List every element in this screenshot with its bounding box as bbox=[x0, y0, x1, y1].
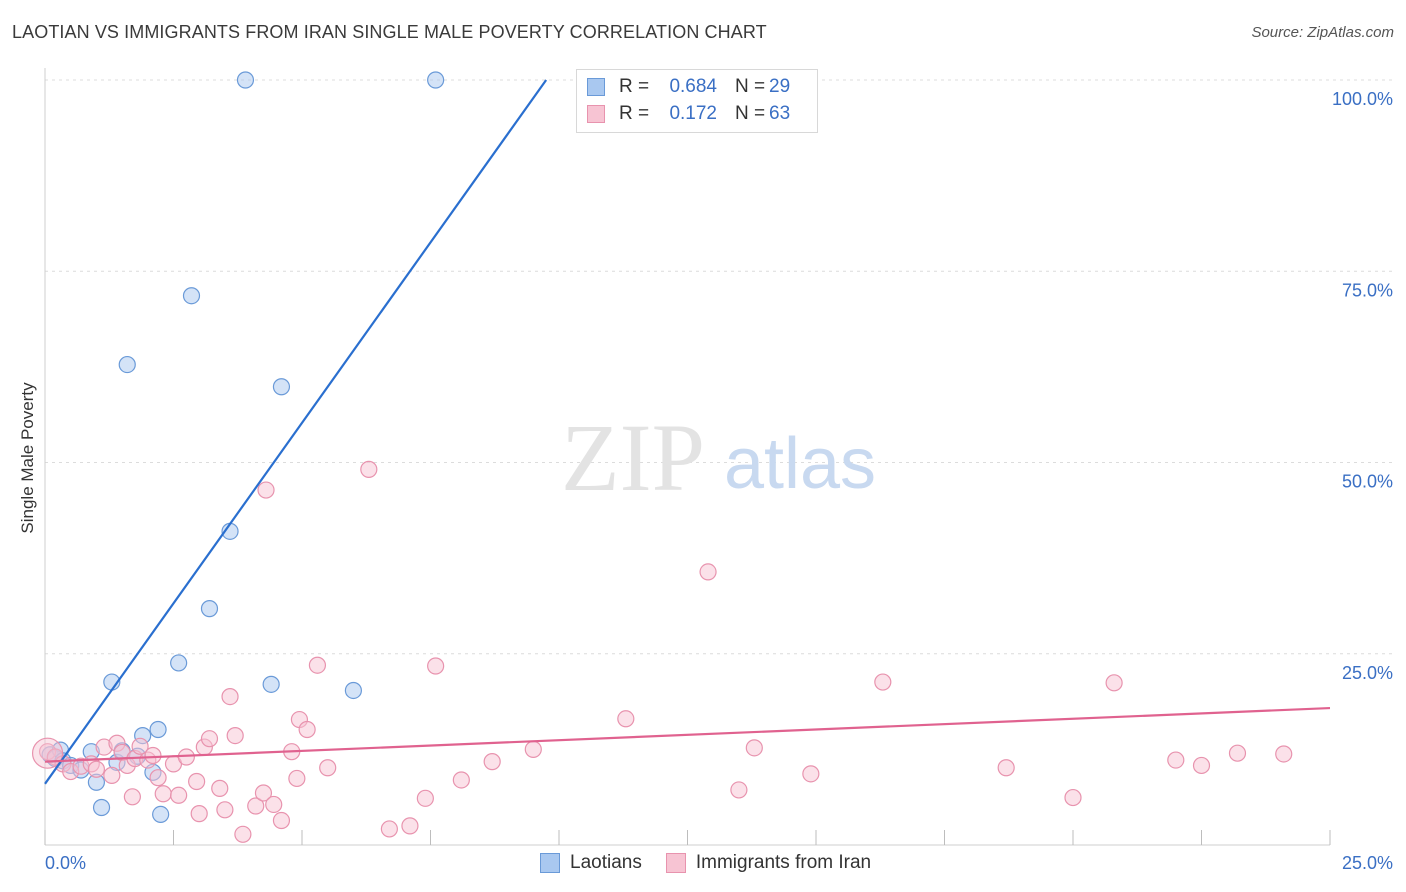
legend-n-value: 63 bbox=[769, 103, 791, 124]
iran-point bbox=[730, 781, 748, 799]
laotian-point bbox=[149, 720, 167, 739]
iran-point bbox=[188, 772, 206, 791]
grid-layer bbox=[45, 79, 1395, 655]
laotian-point bbox=[200, 600, 219, 618]
iran-point bbox=[103, 766, 121, 784]
laotian-point bbox=[344, 681, 362, 700]
iran-point bbox=[216, 801, 234, 819]
iran-point bbox=[211, 779, 229, 797]
legend-r-value: 0.684 bbox=[669, 76, 717, 97]
iran-point bbox=[319, 759, 337, 777]
trend-layer bbox=[44, 79, 1331, 785]
iran-point bbox=[247, 797, 265, 815]
chart-title: LAOTIAN VS IMMIGRANTS FROM IRAN SINGLE M… bbox=[12, 22, 767, 42]
iran-point bbox=[1167, 751, 1185, 769]
series-label-iran: Immigrants from Iran bbox=[695, 852, 872, 873]
iran-point bbox=[226, 727, 244, 745]
iran-point bbox=[401, 817, 419, 835]
legend-row-laotians: R = 0.684 N = 29 bbox=[587, 75, 790, 99]
laotian-point bbox=[152, 805, 170, 824]
iran-point bbox=[308, 656, 327, 674]
iran-point bbox=[144, 746, 162, 765]
series-legend-item-laotians[interactable]: Laotians bbox=[540, 852, 642, 874]
y-tick-label: 50.0% bbox=[1342, 472, 1393, 492]
iran-point bbox=[200, 730, 219, 748]
points-layer bbox=[31, 71, 1293, 843]
series-swatch-laotians bbox=[540, 853, 560, 873]
iran-point bbox=[1064, 788, 1082, 807]
laotian-point bbox=[170, 654, 188, 672]
iran-point bbox=[288, 769, 306, 788]
legend-swatch-laotians bbox=[587, 78, 605, 96]
iran-point bbox=[524, 740, 542, 758]
iran-point bbox=[483, 753, 501, 771]
iran-point bbox=[298, 720, 316, 739]
iran-point bbox=[745, 739, 763, 757]
legend-r-value: 0.172 bbox=[669, 103, 717, 124]
x-tick-label: 0.0% bbox=[45, 853, 86, 873]
laotian-point bbox=[262, 675, 280, 693]
y-tick-label: 25.0% bbox=[1342, 663, 1393, 683]
iran-trendline bbox=[44, 706, 1331, 763]
watermark-atlas: atlas bbox=[724, 424, 876, 504]
legend-r-label: R = bbox=[619, 76, 650, 97]
iran-point bbox=[265, 795, 283, 814]
iran-point bbox=[1192, 756, 1211, 775]
iran-point bbox=[123, 788, 141, 806]
iran-point bbox=[87, 760, 106, 778]
legend-n-label: N = bbox=[735, 76, 766, 97]
iran-point bbox=[360, 460, 378, 478]
watermark-zip: ZIP bbox=[561, 404, 705, 511]
legend-r-label: R = bbox=[619, 103, 650, 124]
iran-point bbox=[997, 759, 1015, 777]
iran-point bbox=[257, 481, 275, 499]
iran-point bbox=[1105, 674, 1123, 692]
iran-point bbox=[416, 789, 434, 807]
iran-point bbox=[427, 657, 445, 675]
y-tick-label: 100.0% bbox=[1332, 89, 1393, 109]
iran-point bbox=[1228, 744, 1247, 762]
laotian-point bbox=[427, 71, 445, 89]
legend-n-value: 29 bbox=[769, 76, 791, 97]
watermark: ZIP atlas bbox=[561, 404, 876, 511]
iran-point bbox=[452, 771, 470, 789]
iran-point bbox=[131, 737, 149, 755]
iran-point bbox=[380, 820, 398, 838]
laotian-point bbox=[92, 798, 111, 817]
axis-layer: 25.0% 50.0% 75.0% 100.0% 0.0% 25.0% bbox=[44, 68, 1393, 873]
y-tick-label: 75.0% bbox=[1342, 280, 1393, 300]
laotian-trendline bbox=[44, 79, 548, 785]
iran-point bbox=[699, 563, 717, 581]
x-tick-label: 25.0% bbox=[1342, 853, 1393, 873]
iran-point bbox=[874, 673, 892, 691]
series-legend: Laotians Immigrants from Iran bbox=[540, 852, 895, 874]
iran-point bbox=[149, 769, 167, 787]
iran-point bbox=[272, 811, 291, 830]
laotian-point bbox=[236, 71, 255, 89]
legend-swatch-iran bbox=[587, 105, 605, 123]
iran-point bbox=[170, 786, 188, 804]
iran-point bbox=[617, 710, 635, 728]
iran-point bbox=[254, 784, 273, 802]
laotian-point bbox=[182, 287, 201, 305]
iran-point bbox=[234, 825, 252, 843]
laotian-point bbox=[118, 355, 136, 374]
series-swatch-iran bbox=[665, 853, 686, 873]
laotian-point bbox=[272, 378, 291, 396]
iran-point bbox=[221, 687, 239, 706]
iran-point bbox=[802, 765, 820, 783]
y-axis-label: Single Male Poverty bbox=[18, 382, 37, 534]
legend-n-label: N = bbox=[735, 103, 766, 124]
iran-point bbox=[1275, 745, 1293, 763]
correlation-legend: R = 0.684 N = 29 R = 0.172 N = 63 bbox=[576, 69, 818, 133]
source-label: Source: ZipAtlas.com bbox=[1251, 24, 1394, 41]
series-label-laotians: Laotians bbox=[570, 852, 642, 873]
iran-point bbox=[154, 785, 172, 803]
legend-row-iran: R = 0.172 N = 63 bbox=[587, 102, 790, 126]
iran-point bbox=[190, 805, 208, 823]
series-legend-item-iran[interactable]: Immigrants from Iran bbox=[665, 852, 872, 874]
